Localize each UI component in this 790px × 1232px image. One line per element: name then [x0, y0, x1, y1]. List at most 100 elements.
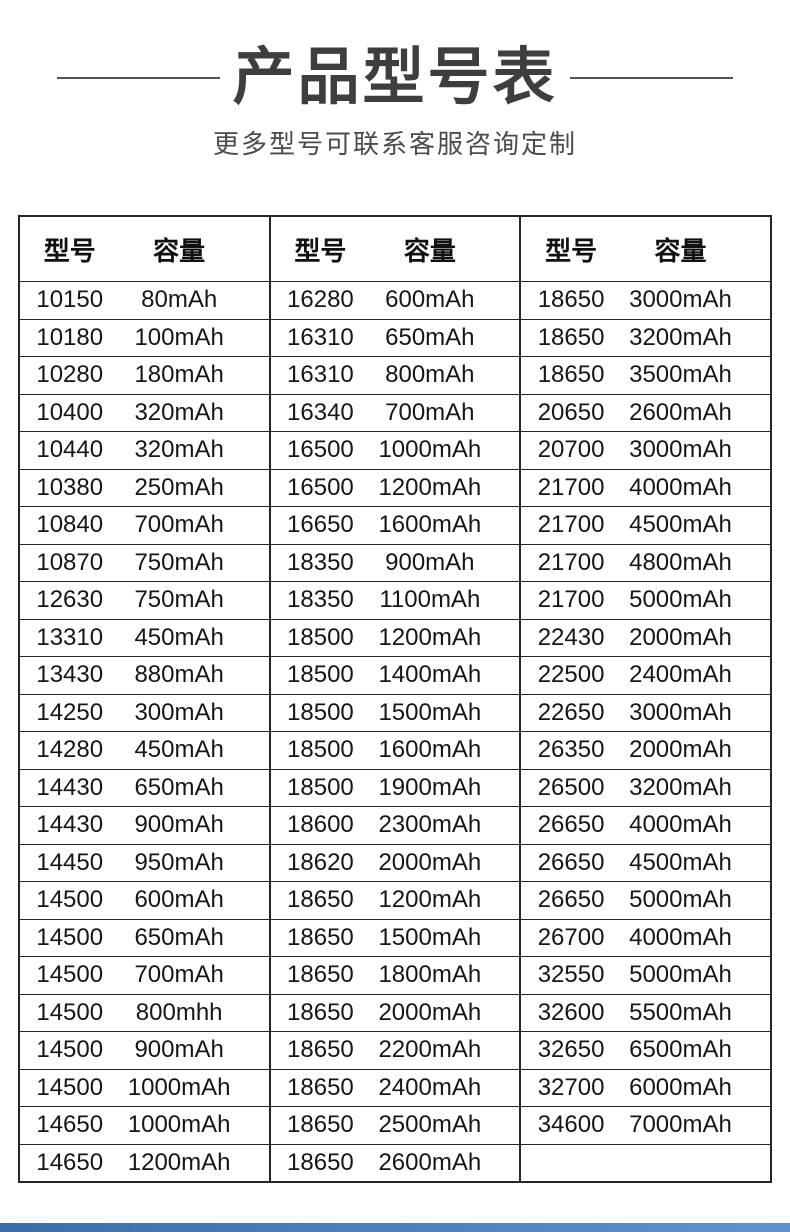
table-row: 18350 1100mAh — [270, 581, 520, 619]
table-row: 14430 650mAh — [20, 768, 269, 807]
table-row: 18650 2500mAh — [270, 1106, 520, 1144]
table-row: 26500 3200mAh — [521, 768, 771, 807]
table-row: 18650 2600mAh — [270, 1143, 520, 1182]
model-cell: 18500 — [287, 698, 354, 726]
model-cell: 18650 — [287, 998, 354, 1026]
table-row: 26650 5000mAh — [521, 881, 771, 919]
capacity-cell: 450mAh — [134, 736, 224, 764]
model-cell: 18650 — [537, 361, 605, 389]
model-cell: 14430 — [36, 773, 104, 801]
column-header-model: 型号 — [294, 235, 347, 266]
model-cell: 14450 — [36, 848, 104, 876]
capacity-cell: 650mAh — [385, 323, 475, 351]
page-title: 产品型号表 — [232, 43, 558, 112]
model-cell: 18350 — [287, 586, 354, 614]
capacity-cell: 180mAh — [134, 361, 224, 389]
capacity-cell: 4500mAh — [629, 511, 732, 539]
capacity-cell: 450mAh — [134, 623, 224, 651]
table-row: 14650 1200mAh — [20, 1143, 269, 1182]
capacity-cell: 5000mAh — [629, 586, 732, 614]
model-cell: 34600 — [537, 1111, 605, 1139]
model-cell: 18650 — [287, 1111, 354, 1139]
model-cell: 20700 — [537, 436, 605, 464]
table-row: 18650 3000mAh — [521, 281, 771, 319]
capacity-cell: 650mAh — [134, 923, 224, 951]
capacity-cell: 2000mAh — [629, 736, 732, 764]
model-cell: 14650 — [36, 1111, 104, 1139]
model-cell: 16500 — [287, 436, 354, 464]
capacity-cell: 1600mAh — [378, 511, 482, 539]
table-row: 22430 2000mAh — [521, 618, 771, 657]
model-cell: 32700 — [537, 1073, 605, 1101]
table-row — [521, 1143, 771, 1182]
model-cell: 10180 — [36, 323, 104, 351]
capacity-cell: 6500mAh — [629, 1036, 732, 1064]
capacity-cell: 7000mAh — [629, 1111, 732, 1139]
capacity-cell: 880mAh — [134, 661, 224, 689]
table-row: 22500 2400mAh — [521, 656, 771, 694]
table-row: 14430 900mAh — [20, 806, 269, 844]
header: 产品型号表 更多型号可联系客服咨询定制 — [0, 0, 790, 161]
table-header-row: 型号 容量 — [20, 217, 269, 281]
model-cell: 26650 — [537, 811, 605, 839]
table-row: 34600 7000mAh — [521, 1106, 771, 1144]
capacity-cell: 800mhh — [135, 998, 223, 1026]
model-cell: 10150 — [36, 286, 104, 314]
table-row: 14250 300mAh — [20, 693, 269, 732]
capacity-cell: 320mAh — [134, 398, 224, 426]
table-row: 18500 1600mAh — [270, 731, 520, 769]
table-row: 18650 2400mAh — [270, 1068, 520, 1107]
table-row: 14280 450mAh — [20, 731, 269, 769]
capacity-cell: 1200mAh — [127, 1148, 231, 1176]
model-cell: 22500 — [537, 661, 605, 689]
table-row: 18350 900mAh — [270, 543, 520, 582]
table-row: 18600 2300mAh — [270, 806, 520, 844]
table-row: 18650 3500mAh — [521, 356, 771, 394]
table-row: 21700 4800mAh — [521, 543, 771, 582]
title-row: 产品型号表 — [0, 43, 790, 112]
capacity-cell: 1500mAh — [378, 923, 482, 951]
capacity-cell: 5000mAh — [629, 886, 732, 914]
model-cell: 14500 — [36, 998, 104, 1026]
model-cell: 18650 — [287, 923, 354, 951]
model-cell: 10840 — [36, 511, 104, 539]
page-subtitle: 更多型号可联系客服咨询定制 — [212, 129, 577, 160]
table-row: 10440 320mAh — [20, 431, 269, 469]
column-header-capacity: 容量 — [654, 235, 707, 266]
capacity-cell: 700mAh — [385, 398, 475, 426]
table-row: 20650 2600mAh — [521, 393, 771, 432]
capacity-cell: 3000mAh — [629, 286, 732, 314]
model-cell: 13310 — [36, 623, 104, 651]
capacity-cell: 2000mAh — [629, 623, 732, 651]
model-cell: 14250 — [36, 698, 104, 726]
capacity-cell: 4000mAh — [629, 473, 732, 501]
model-cell: 14430 — [36, 811, 104, 839]
model-cell: 10400 — [36, 398, 104, 426]
capacity-cell: 1100mAh — [379, 586, 481, 614]
capacity-cell: 2400mAh — [378, 1073, 482, 1101]
column-header-model: 型号 — [43, 235, 96, 266]
model-cell: 18650 — [287, 961, 354, 989]
model-cell: 16310 — [287, 361, 354, 389]
capacity-cell: 900mAh — [134, 1036, 224, 1064]
table-row: 18500 1900mAh — [270, 768, 520, 807]
capacity-cell: 900mAh — [385, 548, 475, 576]
capacity-cell: 300mAh — [134, 698, 224, 726]
table-row: 16310 800mAh — [270, 356, 520, 394]
model-cell: 14500 — [36, 923, 104, 951]
model-cell: 18650 — [537, 286, 605, 314]
capacity-cell: 1900mAh — [378, 773, 482, 801]
capacity-cell: 2600mAh — [378, 1148, 482, 1176]
model-cell: 18650 — [287, 1036, 354, 1064]
table-row: 18650 1800mAh — [270, 956, 520, 994]
table-row: 10280 180mAh — [20, 356, 269, 394]
capacity-cell: 2200mAh — [378, 1036, 482, 1064]
table-row: 18650 2200mAh — [270, 1031, 520, 1069]
model-cell: 16500 — [287, 473, 354, 501]
table-row: 14500 600mAh — [20, 881, 269, 919]
table-row: 20700 3000mAh — [521, 431, 771, 469]
capacity-cell: 4500mAh — [629, 848, 732, 876]
capacity-cell: 3200mAh — [629, 773, 732, 801]
table-row: 14500 900mAh — [20, 1031, 269, 1069]
